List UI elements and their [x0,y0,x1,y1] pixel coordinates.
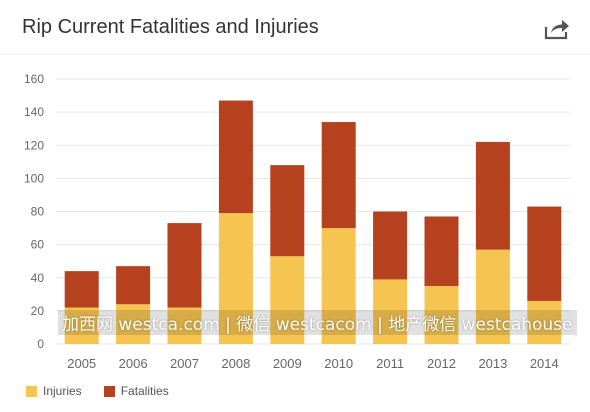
bar-injuries [321,228,356,344]
bar-fatalities [424,216,459,287]
bar-fatalities [270,165,305,257]
chart-title: Rip Current Fatalities and Injuries [22,16,319,38]
x-tick-label: 2005 [67,356,96,371]
bar-fatalities [167,223,202,308]
legend-item-injuries[interactable]: Injuries [26,384,82,398]
bar-injuries [64,307,99,344]
y-tick-label: 80 [31,205,45,219]
bar-injuries [270,256,305,344]
x-tick-label: 2008 [221,356,250,371]
y-tick-label: 20 [31,304,45,318]
x-tick-label: 2012 [427,356,456,371]
legend-swatch-fatalities [103,385,115,397]
bar-fatalities [218,100,253,214]
bar-injuries [424,286,459,344]
bar-injuries [167,307,202,344]
y-tick-label: 160 [24,72,44,86]
y-tick-label: 0 [37,337,44,351]
x-tick-label: 2010 [324,356,353,371]
bar-injuries [116,304,151,344]
y-tick-label: 100 [24,171,44,185]
bar-fatalities [64,271,99,308]
x-tick-label: 2011 [376,356,404,371]
share-icon[interactable] [544,18,570,40]
y-tick-label: 60 [31,238,45,252]
bar-fatalities [321,122,356,229]
x-tick-label: 2009 [273,356,302,371]
x-tick-label: 2013 [478,356,507,371]
bar-injuries [373,279,408,344]
x-tick-label: 2014 [530,356,559,371]
legend-item-fatalities[interactable]: Fatalities [103,384,169,398]
bar-injuries [218,213,253,344]
bar-injuries [527,300,562,344]
bar-fatalities [373,211,408,280]
bar-injuries [475,249,510,344]
x-tick-label: 2007 [170,356,199,371]
legend-label-injuries: Injuries [43,384,82,398]
y-tick-label: 120 [24,138,44,152]
legend-swatch-injuries [26,385,37,397]
header-divider [0,54,590,55]
legend-label-fatalities: Fatalities [120,384,169,398]
bar-fatalities [475,141,510,250]
y-tick-label: 140 [24,105,44,119]
watermark-text: 加西网 westca.com | 微信 westcacom | 地产微信 wes… [58,310,577,335]
x-tick-label: 2006 [119,356,148,371]
bar-fatalities [527,206,562,301]
chart-legend: Injuries Fatalities [26,384,169,398]
y-tick-label: 40 [31,271,45,285]
bar-fatalities [116,266,151,305]
